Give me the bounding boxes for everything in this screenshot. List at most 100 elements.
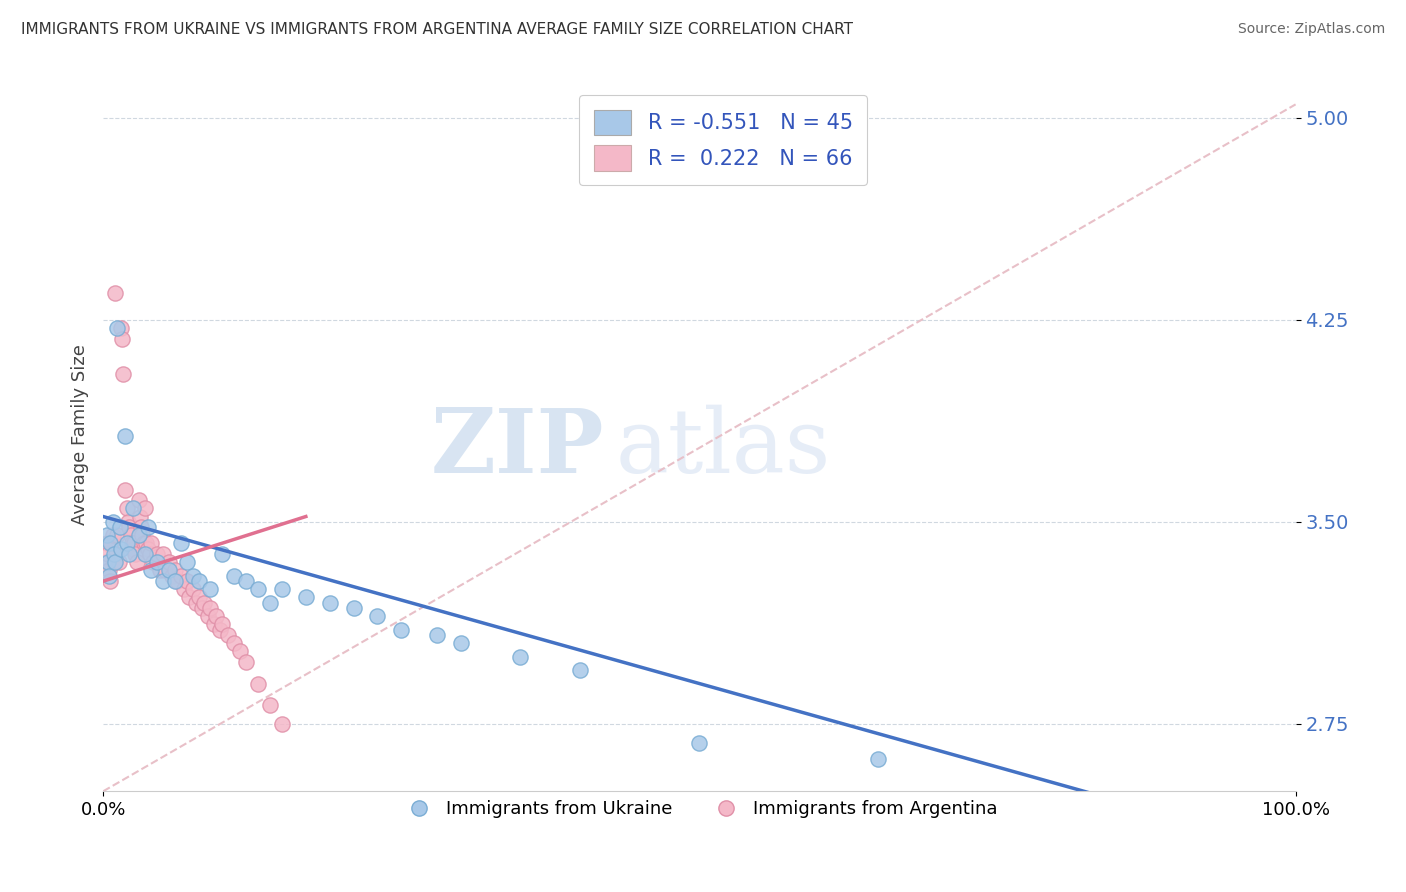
Point [132, 536, 155, 550]
Point [426, 628, 449, 642]
Text: Source: ZipAtlas.com: Source: ZipAtlas.com [1237, 22, 1385, 37]
Point [271, 717, 294, 731]
Point [202, 617, 225, 632]
Point [135, 536, 157, 550]
Text: atlas: atlas [616, 405, 831, 492]
Point [342, 601, 364, 615]
Point [146, 547, 169, 561]
Point [217, 628, 239, 642]
Point [104, 555, 127, 569]
Point [173, 582, 195, 597]
Point [131, 528, 153, 542]
Point [181, 582, 204, 597]
Point [114, 483, 136, 497]
Point [177, 591, 200, 605]
Point [125, 555, 148, 569]
Point [94, 555, 117, 569]
Point [110, 541, 132, 556]
Point [569, 663, 592, 677]
Point [146, 555, 169, 569]
Point [247, 676, 270, 690]
Point [115, 501, 138, 516]
Point [96, 536, 118, 550]
Point [181, 569, 204, 583]
Point [114, 428, 136, 442]
Legend: Immigrants from Ukraine, Immigrants from Argentina: Immigrants from Ukraine, Immigrants from… [394, 793, 1005, 825]
Point [138, 541, 160, 556]
Point [139, 563, 162, 577]
Point [271, 582, 294, 597]
Point [121, 536, 143, 550]
Point [104, 285, 127, 300]
Point [117, 515, 139, 529]
Point [157, 563, 180, 577]
Point [108, 520, 131, 534]
Point [152, 574, 174, 589]
Y-axis label: Average Family Size: Average Family Size [72, 344, 89, 524]
Point [224, 569, 246, 583]
Point [134, 501, 156, 516]
Point [138, 547, 160, 561]
Point [122, 501, 145, 516]
Point [105, 547, 128, 561]
Point [187, 574, 209, 589]
Point [96, 528, 118, 542]
Point [366, 609, 388, 624]
Point [124, 547, 146, 561]
Point [122, 536, 145, 550]
Point [128, 528, 150, 542]
Point [149, 563, 172, 577]
Point [110, 321, 132, 335]
Point [101, 515, 124, 529]
Point [112, 367, 135, 381]
Point [208, 623, 231, 637]
Point [259, 698, 281, 712]
Point [103, 555, 125, 569]
Point [134, 547, 156, 561]
Point [152, 547, 174, 561]
Point [163, 574, 186, 589]
Point [122, 541, 145, 556]
Point [97, 547, 120, 561]
Point [111, 332, 134, 346]
Point [211, 617, 233, 632]
Point [129, 509, 152, 524]
Point [224, 636, 246, 650]
Point [129, 520, 152, 534]
Point [118, 547, 141, 561]
Point [450, 636, 472, 650]
Point [389, 623, 412, 637]
Point [98, 536, 121, 550]
Point [100, 536, 122, 550]
Point [107, 555, 129, 569]
Point [193, 596, 215, 610]
Point [235, 574, 257, 589]
Point [247, 582, 270, 597]
Point [205, 609, 228, 624]
Point [509, 649, 531, 664]
Point [211, 547, 233, 561]
Text: IMMIGRANTS FROM UKRAINE VS IMMIGRANTS FROM ARGENTINA AVERAGE FAMILY SIZE CORRELA: IMMIGRANTS FROM UKRAINE VS IMMIGRANTS FR… [21, 22, 853, 37]
Point [187, 591, 209, 605]
Point [200, 582, 222, 597]
Point [101, 528, 124, 542]
Point [259, 596, 281, 610]
Point [318, 596, 340, 610]
Point [103, 547, 125, 561]
Point [128, 493, 150, 508]
Point [153, 563, 176, 577]
Point [176, 574, 198, 589]
Point [191, 601, 214, 615]
Point [139, 536, 162, 550]
Point [98, 569, 121, 583]
Point [235, 655, 257, 669]
Point [176, 555, 198, 569]
Point [107, 528, 129, 542]
Point [229, 644, 252, 658]
Point [186, 596, 208, 610]
Point [1142, 797, 1164, 812]
Point [97, 555, 120, 569]
Point [120, 528, 142, 542]
Point [166, 574, 188, 589]
Point [688, 736, 710, 750]
